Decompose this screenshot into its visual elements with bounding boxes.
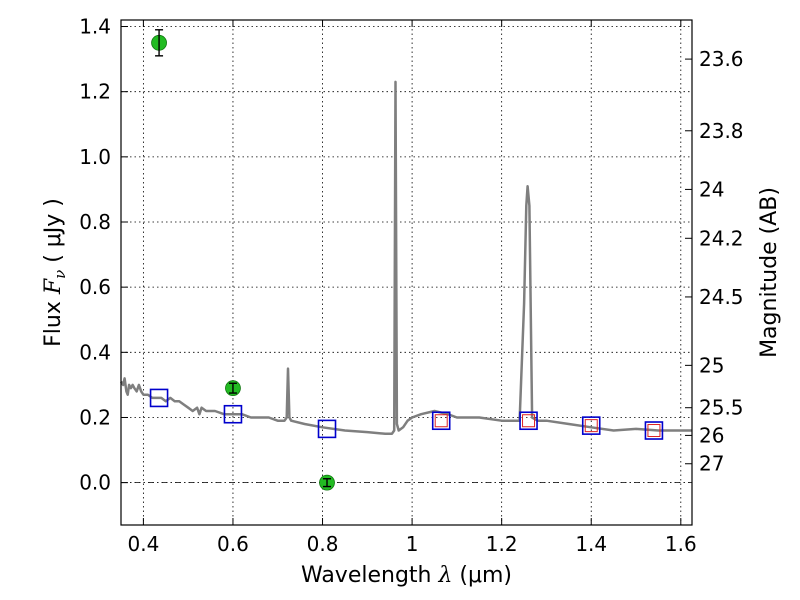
spectrum-series — [119, 80, 692, 436]
x-tick-label: 1.4 — [575, 532, 607, 556]
y-tick-label: 1.0 — [79, 145, 111, 169]
model-square-blue — [431, 411, 451, 431]
y-label-sub: ν — [51, 270, 69, 279]
model-square-blue — [223, 404, 243, 424]
model-square-blue — [317, 419, 337, 439]
x-tick-label: 0.4 — [127, 532, 159, 556]
x-tick-label: 1.6 — [665, 532, 697, 556]
model-square-blue — [581, 416, 601, 435]
grid — [121, 20, 692, 525]
spectrum-line — [119, 80, 692, 436]
model-square-red — [434, 414, 448, 428]
x-tick-label: 1 — [406, 532, 419, 556]
axis-ticks: 0.4 0.6 0.8 1 1.2 1.4 1.6 0.0 0.2 0.4 0.6 0.8 1.0 1.2… — [79, 15, 743, 556]
y2-tick-label: 23.8 — [699, 119, 744, 143]
y2-tick-label: 24 — [699, 177, 724, 201]
y-tick-label: 0.8 — [79, 210, 111, 234]
y-tick-label: 0.0 — [79, 471, 111, 495]
y-tick-label: 0.2 — [79, 405, 111, 429]
plot-frame — [120, 19, 693, 526]
model-square-blue — [644, 421, 664, 440]
x-label-math: λ — [437, 563, 452, 588]
model-square-blue — [519, 411, 538, 431]
y2-tick-label: 27 — [699, 452, 724, 476]
y2-tick-label: 25.5 — [699, 396, 744, 420]
y-label-math: F — [41, 278, 66, 295]
y-tick-label: 0.6 — [79, 275, 111, 299]
x-axis-label: Wavelength λ (μm) — [301, 563, 512, 588]
y-label-pre: Flux — [41, 294, 66, 347]
y2-tick-label: 23.6 — [699, 47, 744, 71]
y-label-post: ( μJy ) — [41, 198, 66, 270]
model-square-blue — [149, 388, 169, 408]
y-tick-label: 1.4 — [79, 15, 111, 39]
y-axis-label: Flux Fν ( μJy ) — [41, 198, 69, 347]
observed-points — [151, 29, 335, 491]
y-tick-label: 0.4 — [79, 340, 111, 364]
x-tick-label: 0.6 — [217, 532, 249, 556]
model-square-red — [584, 419, 598, 433]
model-squares — [149, 388, 664, 440]
model-square-red — [647, 424, 661, 438]
x-label-pre: Wavelength — [301, 563, 439, 588]
y2-tick-label: 24.2 — [699, 226, 744, 250]
model-square-red — [522, 414, 536, 428]
y2-tick-label: 24.5 — [699, 285, 744, 309]
y2-tick-label: 26 — [699, 423, 724, 447]
y2-axis-label: Magnitude (AB) — [757, 187, 782, 358]
y2-tick-label: 25 — [699, 353, 724, 377]
x-tick-label: 1.2 — [486, 532, 518, 556]
x-tick-label: 0.8 — [307, 532, 339, 556]
x-label-post: (μm) — [452, 563, 512, 588]
y-tick-label: 1.2 — [79, 80, 111, 104]
